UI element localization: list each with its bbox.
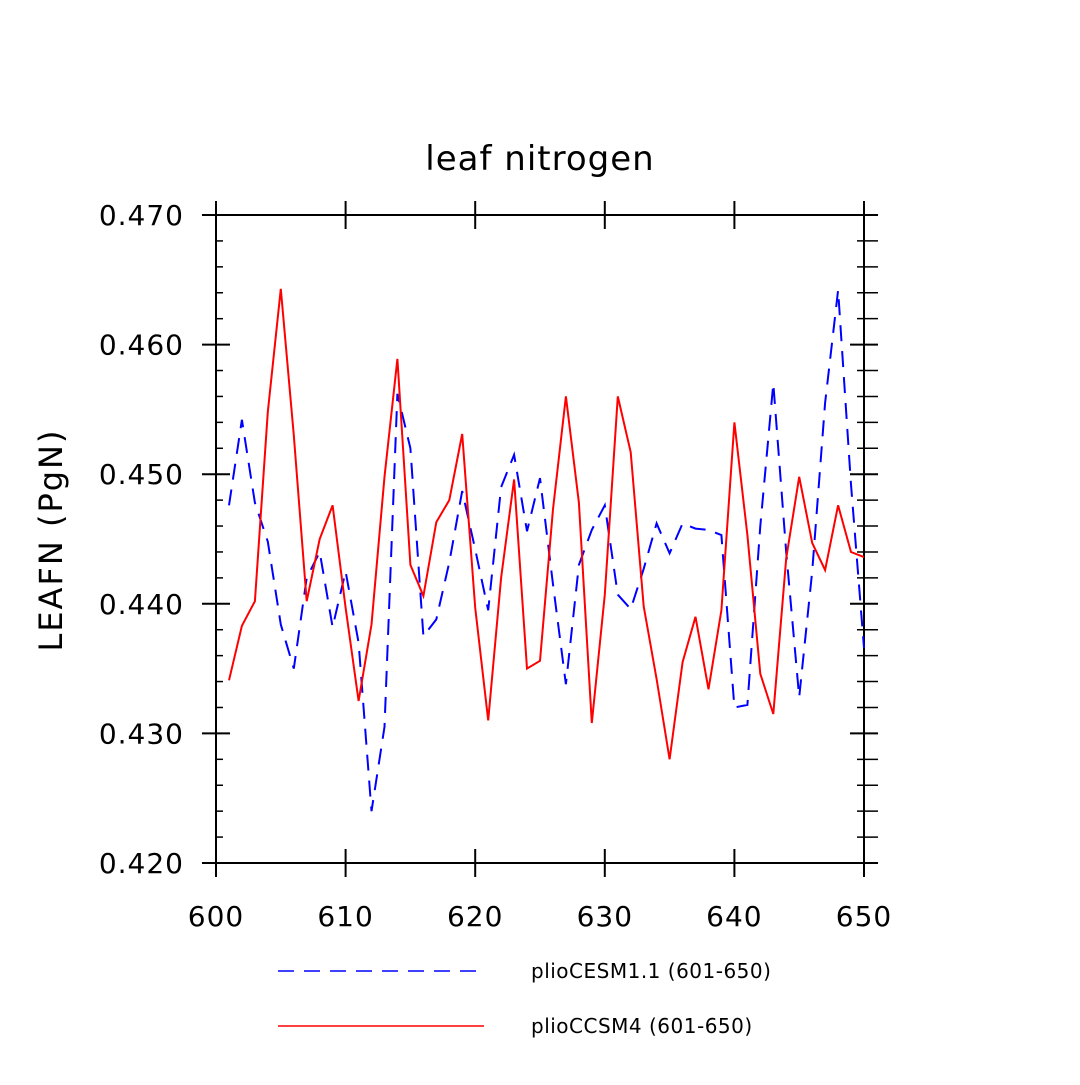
legend-label-cesm: plioCESM1.1 (601-650) bbox=[531, 959, 771, 983]
y-tick-label: 0.470 bbox=[99, 199, 184, 232]
x-tick-label: 650 bbox=[836, 900, 892, 933]
y-tick-label: 0.450 bbox=[99, 458, 184, 491]
y-tick-label: 0.430 bbox=[99, 717, 184, 750]
series-line-cesm bbox=[228, 290, 865, 812]
chart-title: leaf nitrogen bbox=[425, 139, 654, 179]
x-tick-label: 640 bbox=[706, 900, 762, 933]
plot-frame bbox=[215, 214, 865, 864]
legend-label-ccsm: plioCCSM4 (601-650) bbox=[531, 1014, 753, 1038]
x-tick-label: 630 bbox=[577, 900, 633, 933]
y-tick-label: 0.460 bbox=[99, 329, 184, 362]
x-tick-label: 600 bbox=[188, 900, 244, 933]
y-tick-label: 0.440 bbox=[99, 588, 184, 621]
y-axis-label: LEAFN (PgN) bbox=[32, 429, 70, 652]
x-tick-label: 610 bbox=[317, 900, 373, 933]
y-tick-label: 0.420 bbox=[99, 847, 184, 880]
x-tick-label: 620 bbox=[447, 900, 503, 933]
plot-area: 600 610 620 630 640 650 0.420 0.430 0.440 0.450 0.… bbox=[99, 199, 892, 933]
series-line-ccsm bbox=[228, 288, 865, 760]
legend: plioCESM1.1 (601-650) plioCCSM4 (601-650… bbox=[278, 959, 771, 1038]
